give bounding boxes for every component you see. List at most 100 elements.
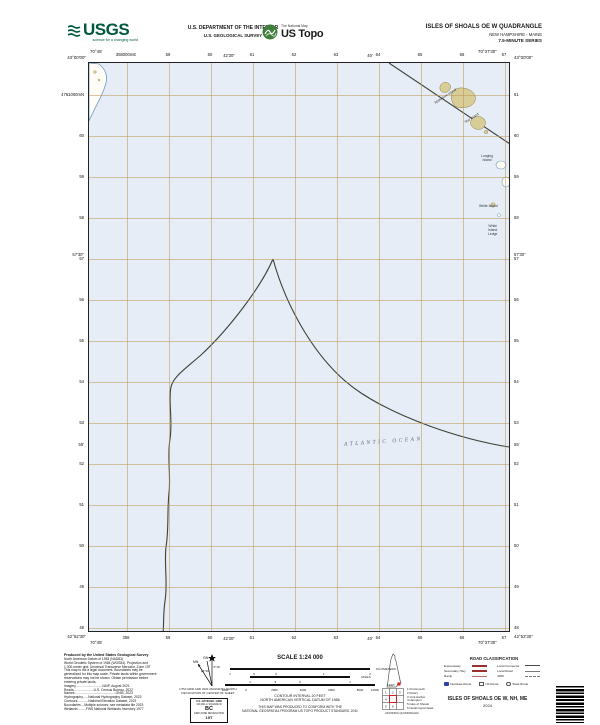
us-route-icon (479, 681, 484, 687)
adjoining-quad-item: 6 Newburyport East (407, 705, 434, 710)
utm-grid-line-horizontal (89, 136, 509, 137)
scale-bar-tick: 2000 (271, 687, 278, 692)
utm-grid-line-horizontal (89, 95, 509, 96)
adjoining-quad-item: 5 Isles of Shoals (407, 702, 430, 707)
utm-grid-line-vertical (253, 63, 254, 631)
scale-bar-feet (225, 684, 375, 687)
road-legend-row: Local Road (497, 668, 544, 673)
utm-grid-line-horizontal (89, 505, 509, 506)
utm-grid-line-horizontal (89, 423, 509, 424)
national-map-icon (262, 24, 278, 40)
road-legend-label: Local Connector (497, 663, 520, 668)
grid-label-northing-right: 51 (514, 502, 519, 507)
place-label-line: Island (488, 227, 498, 232)
quad-location-marker (397, 682, 401, 686)
vertical-datum: NORTH AMERICAN VERTICAL DATUM OF 1988 (260, 698, 340, 703)
usng-square-id: BC (205, 706, 213, 712)
road-legend-label: Expressway (444, 663, 461, 668)
credit-source-line: Boundaries....Multiple sources; see meta… (64, 702, 144, 707)
grid-label-easting-bottom: 64 (375, 635, 381, 640)
ledge-outline (501, 176, 509, 188)
graticule-label-lat-left: 55′ (78, 442, 84, 447)
utm-grid-line-horizontal (89, 177, 509, 178)
grid-label-northing-left: 59 (79, 174, 84, 179)
grid-label-northing-left: 51 (79, 502, 84, 507)
contour-interval: CONTOUR INTERVAL 20 FEET (274, 694, 326, 698)
grid-label-northing-right: 59 (514, 174, 519, 179)
grid-label-northing-right: 49 (514, 584, 519, 589)
road-legend-label: Secondary Hwy (444, 669, 466, 674)
route-marker: US Route (479, 681, 499, 687)
scale-bar-tick: 6000 (328, 687, 335, 692)
declination-diagram: MN 14°30′ GN 0°16′ (193, 654, 221, 687)
road-legend-label: Ramp (444, 674, 453, 679)
grid-label-northing-left: 4761000mN (61, 92, 84, 97)
utm-grid-line-vertical (337, 63, 338, 631)
adjoining-quad-item: 4 Hampton (407, 698, 422, 703)
graticule-label-lon-top: 40′ (367, 53, 373, 58)
grid-label-easting-bottom: 62 (291, 635, 297, 640)
corner-sw-lat: 42°52′30″ (67, 634, 86, 639)
current-quad-cell (389, 695, 397, 703)
road-legend-left: Expressway Secondary Hwy Ramp (444, 663, 491, 679)
island-star (470, 116, 486, 130)
dept-line2: U.S. GEOLOGICAL SURVEY (203, 32, 263, 38)
grid-label-northing-right: 61 (514, 92, 519, 97)
place-label-line: Ledge (488, 231, 498, 236)
graticule-label-lat-right: 57′30″ (514, 252, 526, 257)
gn-label: GN (203, 656, 209, 660)
map-features-svg (89, 63, 509, 631)
road-legend-row: 4WD (497, 674, 544, 679)
utm-grid-line-vertical (295, 63, 296, 631)
utm-grid-line-horizontal (89, 628, 509, 629)
graticule-label-lat-right: 55′ (514, 442, 520, 447)
credit-intro-line: generalized for this map scale. Private … (64, 672, 157, 677)
corner-sw-lon: 70°45′ (90, 640, 103, 645)
corner-nw-lat: 43°00′00″ (67, 55, 86, 60)
quad-title-line1: ISLES OF SHOALS OE W QUADRANGLE (425, 24, 542, 30)
grid-label-easting-top: 59 (165, 52, 171, 57)
credit-source-line: Hydrography......National Hydrography Da… (64, 695, 142, 700)
grid-label-easting-top: 66 (459, 52, 465, 57)
scale-bar-tick: 10000 (370, 687, 380, 692)
ustopo-product: US Topo (281, 28, 324, 40)
state-route-icon (506, 681, 511, 687)
scale-bar-unit: FEET (387, 683, 395, 687)
svg-text:1: 1 (385, 691, 387, 695)
place-label-line: Lunging (481, 154, 494, 158)
corner-nw-lon: 70°45′ (90, 49, 103, 54)
declination-caption-line1: UTM GRID AND 2021 MAGNETIC NORTH (179, 687, 237, 691)
grid-label-northing-left: 56 (79, 297, 84, 302)
standard-line1: THIS MAP WAS PRODUCED TO CONFORM WITH TH… (258, 705, 342, 709)
credit-intro-line: Produced by the United States Geological… (64, 653, 149, 657)
grid-label-northing-left: 55 (79, 338, 84, 343)
credit-source-line: Wetlands.........FWS National Wetlands I… (64, 706, 144, 711)
grid-label-easting-top: 62 (291, 52, 297, 57)
scale-bar-kilometers (230, 668, 370, 671)
credit-source-line: Roads......................U.S. Census B… (64, 687, 133, 692)
utm-grid-line-horizontal (89, 218, 509, 219)
national-map-brand: The National Map (281, 24, 308, 28)
adjoining-quad-item: 3 York Harbor (407, 694, 426, 699)
adjoining-quads-caption: ADJOINING QUADRANGLES (385, 712, 419, 715)
grid-label-easting-bottom: 66 (459, 635, 465, 640)
grid-label-easting-bottom: 358 (122, 635, 130, 640)
credit-source-line: Names...................................… (64, 691, 133, 696)
coast-islet (97, 78, 101, 82)
grid-label-northing-right: 57 (514, 256, 519, 261)
credit-intro-line: entering private lands. (64, 679, 97, 684)
utm-grid-line-vertical (421, 63, 422, 631)
utm-grid-line-horizontal (89, 464, 509, 465)
grid-label-easting-top: 63 (333, 52, 339, 57)
scale-bar-tick: 0 (299, 679, 301, 684)
contour-note: CONTOUR INTERVAL 20 FEET NORTH AMERICAN … (180, 694, 420, 703)
usgs-logo-text: USGS (83, 20, 130, 39)
grid-label-northing-right: 48 (514, 625, 519, 630)
utm-grid-line-horizontal (89, 341, 509, 342)
usng-box: U.S. NATIONAL GRID 100,000-m SQUARE ID B… (190, 698, 228, 723)
gn-value: 0°16′ (214, 665, 221, 669)
grid-label-northing-right: 55 (514, 338, 519, 343)
sheet-name: ISLES OF SHOALS OE W, NH, ME (447, 696, 528, 702)
route-marker-label: US Route (485, 681, 499, 686)
